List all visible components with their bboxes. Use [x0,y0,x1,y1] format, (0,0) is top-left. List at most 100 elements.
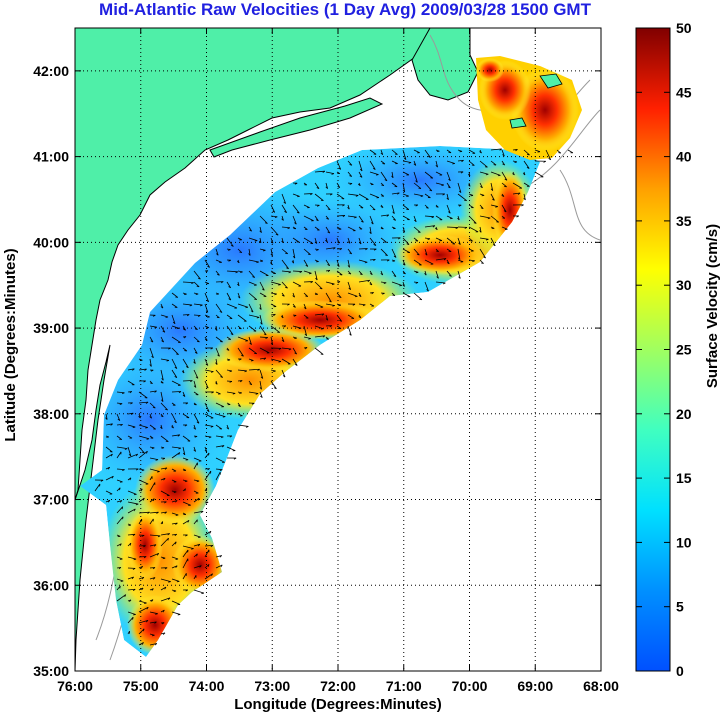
velocity-vector-head [196,553,198,557]
velocity-vector [402,259,406,266]
velocity-vector-head [298,327,302,330]
velocity-vector-head [515,149,518,152]
velocity-vector-head [402,284,405,287]
velocity-vector-head [121,392,125,395]
velocity-vector-head [162,609,165,613]
velocity-vector-head [270,253,273,257]
velocity-vector [391,160,398,164]
velocity-vector-head [235,271,239,274]
velocity-vector [281,270,291,273]
velocity-vector [325,247,336,250]
velocity-vector-head [322,335,326,338]
velocity-vector-head [162,457,166,460]
velocity-vector-head [522,172,526,176]
velocity-vector-head [195,293,199,296]
velocity-vector [160,586,167,591]
long-island [209,97,384,158]
velocity-vector-head [278,361,282,363]
speed-patch [135,455,215,525]
velocity-vector [171,565,178,569]
velocity-vector [204,573,213,580]
velocity-vector [303,314,309,319]
velocity-vector [160,537,169,547]
velocity-vector-head [219,469,223,472]
y-tick-label: 37:00 [33,492,69,508]
velocity-vector-head [446,197,449,201]
velocity-vector-head [359,175,363,178]
velocity-vector [314,347,324,355]
velocity-vector-head [248,253,251,256]
velocity-vector-head [365,248,368,251]
velocity-vector-head [286,267,289,270]
velocity-vector [116,468,125,471]
velocity-vector [105,453,113,459]
velocity-vector-head [150,382,153,385]
velocity-vector [369,160,376,170]
velocity-vector-head [152,577,156,580]
velocity-vector-head [205,363,209,366]
velocity-vector-head [372,167,376,170]
velocity-vector-head [154,326,157,329]
velocity-vector-head [408,162,412,164]
velocity-vector [435,281,446,284]
x-tick-label: 71:00 [386,678,422,694]
velocity-vector [259,270,269,276]
velocity-vector-head [265,337,268,339]
x-axis-label: Longitude (Degrees:Minutes) [234,696,442,713]
velocity-vector-head [436,250,439,253]
velocity-vector-head [230,333,234,336]
velocity-vector [160,369,164,381]
velocity-vector-head [305,264,309,267]
velocity-vector-head [342,204,345,207]
velocity-vector-head [314,241,318,244]
velocity-vector-head [504,178,508,181]
velocity-vector-head [543,160,546,163]
velocity-vector-head [249,229,252,232]
velocity-vector [369,193,380,198]
velocity-vector-head [492,198,495,201]
velocity-vector [248,237,258,242]
velocity-vector-head [229,381,233,383]
velocity-vector-head [182,452,186,456]
velocity-vector [523,193,526,201]
velocity-vector-head [185,402,189,405]
colorbar-tick-label: 35 [676,213,692,229]
velocity-vector [237,369,247,372]
velocity-vector-head [278,348,282,350]
velocity-vector-head [393,275,397,278]
velocity-vector-head [171,426,174,429]
velocity-vector-head [175,565,178,568]
velocity-vector [292,325,302,329]
velocity-vector [314,237,318,244]
velocity-vector-head [526,167,530,169]
velocity-vector [336,237,340,244]
velocity-vector-head [210,347,214,350]
velocity-vector-head [415,204,419,207]
velocity-vector [248,248,251,256]
velocity-vector-head [259,387,262,390]
velocity-vector [358,215,364,223]
velocity-vector-head [415,282,419,284]
velocity-vector-head [464,227,468,229]
velocity-vector [138,606,149,613]
velocity-vector [336,160,342,170]
velocity-vector [424,225,435,228]
velocity-vector-head [164,586,167,590]
velocity-vector-head [196,285,200,288]
velocity-vector-head [436,276,439,279]
velocity-vector [270,358,282,362]
velocity-vector [171,578,180,582]
velocity-vector-head [236,260,240,264]
velocity-vector [314,281,323,290]
velocity-vector [149,518,154,525]
velocity-vector-head [174,421,177,424]
velocity-vector [237,336,248,342]
velocity-vector [402,193,409,197]
velocity-vector [105,446,113,453]
velocity-vector-head [316,249,319,251]
velocity-vector [325,171,335,175]
velocity-vector [193,479,200,482]
velocity-vector-head [308,338,311,340]
velocity-vector-head [194,351,198,354]
